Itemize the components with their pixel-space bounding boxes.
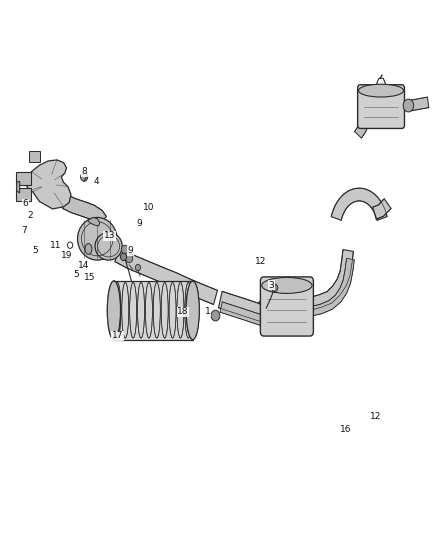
Text: 17: 17	[112, 332, 123, 340]
Polygon shape	[373, 199, 391, 219]
Ellipse shape	[78, 217, 117, 260]
FancyBboxPatch shape	[29, 151, 40, 162]
Text: 5: 5	[32, 246, 38, 255]
Ellipse shape	[107, 281, 120, 340]
Polygon shape	[355, 120, 368, 138]
Ellipse shape	[186, 281, 199, 340]
Text: 11: 11	[50, 241, 62, 249]
Ellipse shape	[85, 244, 92, 254]
Circle shape	[272, 284, 278, 292]
Polygon shape	[310, 259, 354, 316]
Text: 10: 10	[143, 204, 155, 212]
Text: 19: 19	[61, 252, 72, 260]
Text: 12: 12	[255, 257, 266, 265]
Circle shape	[211, 310, 220, 321]
Text: 2: 2	[27, 212, 32, 220]
Text: 7: 7	[21, 226, 27, 235]
Polygon shape	[219, 292, 269, 323]
Text: 14: 14	[78, 261, 90, 270]
FancyBboxPatch shape	[357, 85, 405, 128]
Circle shape	[403, 99, 413, 112]
Text: 9: 9	[136, 220, 142, 228]
Text: 4: 4	[94, 177, 99, 185]
Ellipse shape	[186, 281, 199, 340]
Polygon shape	[410, 97, 429, 111]
Polygon shape	[26, 160, 71, 209]
Text: 3: 3	[268, 281, 275, 289]
FancyBboxPatch shape	[16, 188, 31, 201]
Text: 18: 18	[177, 308, 189, 316]
Circle shape	[81, 173, 88, 181]
Polygon shape	[259, 295, 272, 310]
Circle shape	[126, 254, 133, 263]
Text: 8: 8	[81, 167, 87, 176]
Polygon shape	[115, 248, 217, 304]
Text: 15: 15	[84, 273, 95, 281]
Ellipse shape	[358, 84, 404, 97]
Polygon shape	[309, 249, 353, 310]
Polygon shape	[17, 181, 20, 193]
Polygon shape	[109, 237, 121, 253]
Circle shape	[135, 264, 141, 271]
FancyBboxPatch shape	[16, 172, 31, 185]
Circle shape	[121, 245, 128, 254]
Ellipse shape	[107, 281, 120, 340]
Text: 5: 5	[74, 270, 80, 279]
FancyBboxPatch shape	[114, 281, 193, 340]
Text: 9: 9	[127, 246, 134, 255]
Polygon shape	[220, 302, 270, 327]
Text: 13: 13	[104, 231, 115, 240]
Polygon shape	[63, 195, 106, 226]
Text: 6: 6	[22, 199, 28, 208]
Text: 12: 12	[370, 413, 381, 421]
Polygon shape	[88, 217, 100, 226]
Ellipse shape	[95, 232, 122, 260]
Polygon shape	[331, 188, 387, 220]
Circle shape	[120, 253, 127, 261]
FancyBboxPatch shape	[260, 277, 314, 336]
Text: 16: 16	[340, 425, 352, 433]
Text: 1: 1	[205, 308, 211, 316]
Ellipse shape	[261, 277, 312, 294]
